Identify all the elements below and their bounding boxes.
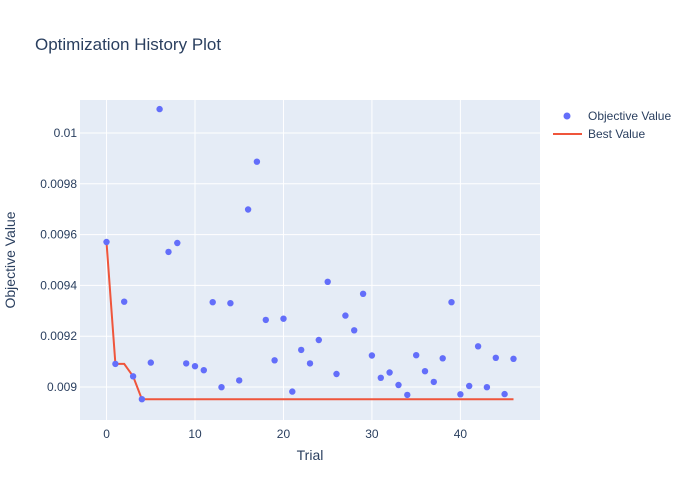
objective-point [298, 346, 305, 354]
objective-point [457, 391, 464, 398]
objective-point [492, 354, 499, 361]
objective-point [156, 105, 163, 113]
objective-point [404, 391, 411, 399]
y-tick-label: 0.01 [54, 126, 78, 140]
x-tick-label: 30 [365, 427, 379, 441]
y-axis-title: Objective Value [2, 211, 18, 308]
legend-label-best: Best Value [588, 127, 645, 141]
legend-label-objective: Objective Value [588, 109, 671, 123]
objective-point [324, 278, 331, 285]
objective-point [271, 357, 278, 364]
best-value-line [105, 241, 514, 401]
y-tick-label: 0.0096 [40, 228, 77, 242]
objective-point [474, 343, 482, 350]
objective-point [218, 384, 225, 391]
objective-point [430, 378, 437, 386]
objective-point [315, 336, 322, 344]
objective-point [466, 382, 473, 390]
objective-point [483, 384, 491, 391]
x-tick-label: 0 [103, 427, 110, 441]
objective-point [112, 360, 119, 368]
objective-point [121, 298, 128, 305]
objective-point [174, 239, 181, 247]
objective-point [333, 370, 340, 378]
y-tick-label: 0.0094 [40, 278, 77, 292]
objective-point [306, 360, 314, 367]
objective-point [448, 299, 455, 306]
y-axis-ticks: 0.009 0.0092 0.0094 0.0096 0.0098 0.01 [40, 126, 77, 394]
objective-point [244, 206, 252, 213]
x-tick-label: 20 [277, 427, 291, 441]
objective-point [200, 367, 207, 374]
objective-point [421, 368, 429, 375]
objective-point [227, 300, 234, 307]
objective-point [129, 373, 137, 380]
objective-point [359, 290, 367, 297]
objective-point [342, 312, 349, 319]
x-tick-label: 40 [454, 427, 468, 441]
objective-point [209, 299, 216, 306]
objective-point [289, 388, 296, 395]
objective-point [147, 359, 154, 366]
legend: Objective Value Best Value [553, 109, 671, 141]
x-tick-label: 10 [188, 427, 202, 441]
chart-title: Optimization History Plot [35, 35, 221, 54]
objective-point [191, 363, 199, 370]
objective-value-points [103, 105, 517, 403]
objective-point [103, 238, 110, 246]
objective-point [501, 390, 508, 398]
objective-point [413, 352, 420, 359]
objective-point [368, 352, 376, 359]
objective-point [510, 355, 517, 362]
grid-lines [80, 100, 540, 420]
x-axis-ticks: 0 10 20 30 40 [103, 427, 467, 441]
objective-point [377, 374, 384, 381]
y-tick-label: 0.009 [47, 380, 77, 394]
y-tick-label: 0.0092 [40, 329, 77, 343]
objective-point [253, 158, 261, 165]
objective-point [262, 316, 269, 324]
objective-point [236, 377, 243, 384]
x-axis-title: Trial [297, 447, 324, 463]
objective-point [183, 360, 190, 367]
objective-point [165, 248, 172, 256]
objective-point [351, 327, 358, 334]
plot-area [80, 100, 540, 420]
legend-marker-objective [563, 112, 571, 120]
objective-point [439, 355, 446, 362]
y-tick-label: 0.0098 [40, 177, 77, 191]
objective-point [280, 315, 287, 322]
objective-point [395, 381, 402, 389]
objective-point [386, 369, 393, 376]
objective-point [138, 396, 146, 403]
